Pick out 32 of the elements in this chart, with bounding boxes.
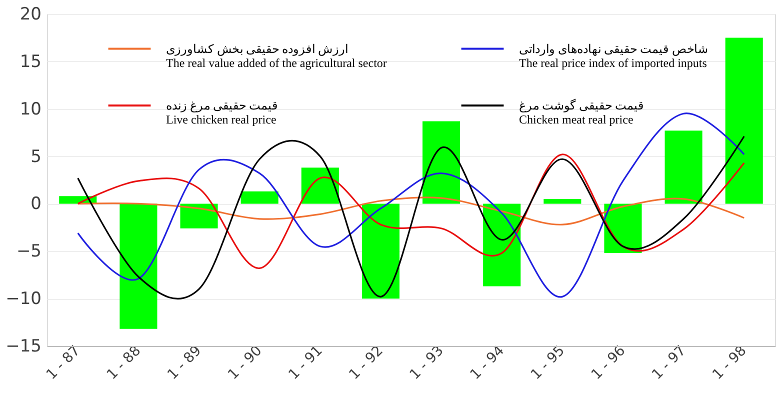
bar: [664, 130, 702, 204]
x-tick-label: 1 - 87: [43, 342, 84, 383]
bar: [120, 204, 158, 329]
y-tick-label: −15: [6, 336, 42, 356]
x-tick-label: 1 - 93: [406, 342, 447, 383]
x-tick-label: 1 - 98: [710, 342, 750, 383]
y-tick-label: −10: [6, 289, 42, 310]
y-tick-label: 10: [20, 99, 42, 120]
x-tick-label: 1 - 89: [164, 342, 205, 383]
bar: [725, 38, 763, 204]
x-tick-label: 1 - 97: [649, 342, 690, 383]
x-tick-label: 1 - 91: [286, 342, 326, 383]
bar: [240, 191, 278, 204]
bar: [544, 198, 582, 204]
y-tick-label: −5: [16, 242, 42, 262]
x-tick-label: 1 - 90: [225, 342, 266, 383]
x-tick-label: 1 - 96: [588, 342, 629, 383]
bar: [483, 204, 521, 286]
y-tick-label: 0: [30, 194, 42, 214]
y-tick-label: 5: [30, 146, 42, 167]
x-tick-label: 1 - 95: [528, 342, 568, 383]
x-tick-label: 1 - 92: [346, 342, 386, 383]
y-tick-label: 20: [20, 4, 42, 24]
x-tick-label: 1 - 88: [104, 342, 144, 383]
line-series: [77, 196, 745, 226]
bar: [180, 204, 218, 228]
x-tick-label: 1 - 94: [467, 342, 508, 383]
bar: [422, 121, 460, 204]
bar: [362, 204, 400, 299]
line-series: [77, 154, 745, 270]
bar: [301, 168, 339, 204]
y-tick-label: 15: [20, 52, 42, 72]
